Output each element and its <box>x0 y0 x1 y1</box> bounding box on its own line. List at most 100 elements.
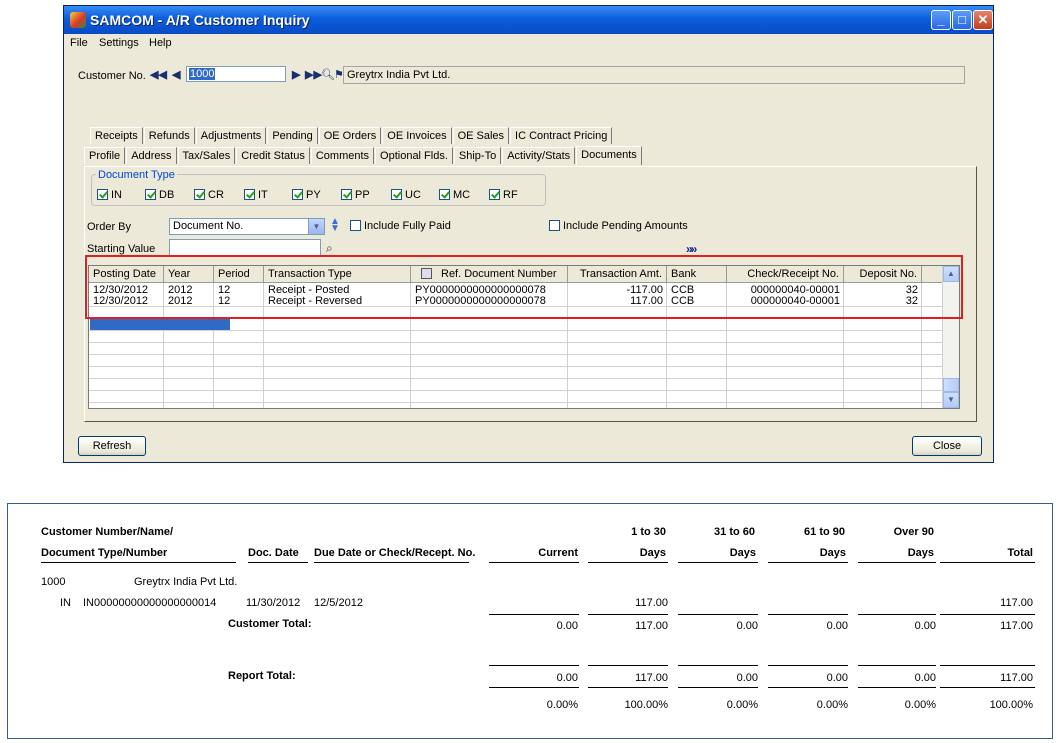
cell-deposit-no[interactable]: 32 <box>905 295 918 307</box>
col-transaction-type[interactable]: Transaction Type <box>264 266 411 283</box>
close-button[interactable]: Close <box>912 436 982 456</box>
tab-oe-invoices[interactable]: OE Invoices <box>382 127 452 144</box>
scroll-up-icon[interactable]: ▲ <box>943 266 959 282</box>
cell-ref-document[interactable]: PY0000000000000000078 <box>415 284 546 296</box>
zoom-icon[interactable]: ⚑ <box>334 69 344 81</box>
cell-bank[interactable]: CCB <box>671 284 695 296</box>
checkbox-pp[interactable]: PP <box>341 188 370 201</box>
tab-adjustments[interactable]: Adjustments <box>195 127 267 144</box>
tab-profile[interactable]: Profile <box>84 147 126 164</box>
col-ref-document-number[interactable]: Ref. Document Number <box>411 266 568 283</box>
cell-check-receipt[interactable]: 000000040-00001 <box>750 284 840 296</box>
title-bar[interactable]: SAMCOM - A/R Customer Inquiry _ □ ✕ <box>64 6 993 34</box>
starting-value-input[interactable] <box>169 239 321 256</box>
header-rule <box>940 562 1035 563</box>
checkbox-py[interactable]: PY <box>292 188 321 201</box>
cell-posting-date[interactable]: 12/30/2012 <box>93 284 149 296</box>
cell-transaction-amt[interactable]: -117.00 <box>626 284 664 296</box>
tab-tax-sales[interactable]: Tax/Sales <box>177 147 236 164</box>
col-period[interactable]: Period <box>214 266 264 283</box>
grid-scrollbar[interactable]: ▲ ▼ <box>942 266 959 408</box>
col-year[interactable]: Year <box>164 266 214 283</box>
tab-refunds[interactable]: Refunds <box>143 127 195 144</box>
tab-optional-fields[interactable]: Optional Flds. <box>375 147 453 164</box>
checkbox-cr[interactable]: CR <box>194 188 224 201</box>
cell-year[interactable]: 2012 <box>168 284 193 296</box>
tab-ic-contract-pricing[interactable]: IC Contract Pricing <box>510 127 613 144</box>
doc-total: 117.00 <box>1000 597 1033 609</box>
col-check-receipt-no[interactable]: Check/Receipt No. <box>727 266 844 283</box>
tab-credit-status[interactable]: Credit Status <box>236 147 310 164</box>
checkbox-rf[interactable]: RF <box>489 188 518 201</box>
tab-oe-sales[interactable]: OE Sales <box>452 127 510 144</box>
search-icon[interactable]: ⌕ <box>326 241 333 255</box>
tab-pending[interactable]: Pending <box>267 127 318 144</box>
col-transaction-amt[interactable]: Transaction Amt. <box>568 266 667 283</box>
doc-bucket-1: 117.00 <box>635 597 668 609</box>
col-bank[interactable]: Bank <box>667 266 727 283</box>
pct-total: 100.00% <box>989 699 1033 711</box>
menu-file[interactable]: File <box>70 37 88 49</box>
grid-settings-icon[interactable] <box>421 268 432 279</box>
maximize-button[interactable]: □ <box>952 10 972 30</box>
tab-address[interactable]: Address <box>126 147 177 164</box>
cell-bank[interactable]: CCB <box>671 295 695 307</box>
checkbox-it[interactable]: IT <box>244 188 268 201</box>
checkbox-mc[interactable]: MC <box>439 188 470 201</box>
hdr-bucket-4: Over 90 <box>893 526 934 538</box>
ct-bucket-4: 0.00 <box>914 620 936 632</box>
cell-transaction-type[interactable]: Receipt - Posted <box>268 284 350 296</box>
checkbox-label: PY <box>306 189 321 201</box>
tab-ship-to[interactable]: Ship-To <box>453 147 502 164</box>
documents-grid[interactable]: Posting Date Year Period Transaction Typ… <box>88 265 960 409</box>
total-rule <box>858 665 936 666</box>
sort-direction-icon[interactable]: ▲ ▼ <box>330 216 340 234</box>
cell-period[interactable]: 12 <box>218 284 231 296</box>
cell-period[interactable]: 12 <box>218 295 231 307</box>
tab-documents[interactable]: Documents <box>576 146 642 165</box>
cell-transaction-type[interactable]: Receipt - Reversed <box>268 295 363 307</box>
tab-activity-stats[interactable]: Activity/Stats <box>502 147 576 164</box>
tab-oe-orders[interactable]: OE Orders <box>318 127 382 144</box>
cell-transaction-amt[interactable]: 117.00 <box>630 295 663 307</box>
minimize-button[interactable]: _ <box>931 10 951 30</box>
fast-forward-icon[interactable]: »» <box>686 242 697 256</box>
previous-record-icon[interactable]: ◀ <box>172 69 181 81</box>
menu-help[interactable]: Help <box>149 37 172 49</box>
include-fully-paid-checkbox[interactable]: Include Fully Paid <box>350 219 451 232</box>
tab-comments[interactable]: Comments <box>310 147 375 164</box>
check-icon <box>341 188 352 200</box>
check-icon <box>145 188 156 200</box>
checkbox-in[interactable]: IN <box>97 188 122 201</box>
checkbox-uc[interactable]: UC <box>391 188 421 201</box>
col-posting-date[interactable]: Posting Date <box>89 266 164 283</box>
cell-year[interactable]: 2012 <box>168 295 193 307</box>
tab-receipts[interactable]: Receipts <box>90 127 143 144</box>
scroll-down-icon[interactable]: ▼ <box>943 392 959 408</box>
grid-line <box>89 366 942 367</box>
next-record-icon[interactable]: ▶ <box>292 69 301 81</box>
order-by-select[interactable]: Document No. ▼ <box>169 218 325 235</box>
cell-posting-date[interactable]: 12/30/2012 <box>93 295 149 307</box>
cell-deposit-no[interactable]: 32 <box>905 284 918 296</box>
finder-icon[interactable]: 🔍︎ <box>321 69 335 81</box>
close-window-button[interactable]: ✕ <box>973 10 993 30</box>
customer-number-input[interactable]: 1000 <box>186 66 286 82</box>
check-icon <box>97 188 108 200</box>
cell-check-receipt[interactable]: 000000040-00001 <box>750 295 840 307</box>
scroll-thumb[interactable] <box>943 378 959 392</box>
include-pending-checkbox[interactable]: Include Pending Amounts <box>549 219 688 232</box>
cell-ref-document[interactable]: PY0000000000000000078 <box>415 295 546 307</box>
selected-cell[interactable] <box>90 318 230 330</box>
document-type-legend: Document Type <box>96 169 177 181</box>
checkbox-db[interactable]: DB <box>145 188 174 201</box>
chevron-down-icon[interactable]: ▼ <box>308 219 324 234</box>
col-deposit-no[interactable]: Deposit No. <box>844 266 922 283</box>
refresh-button[interactable]: Refresh <box>78 436 146 456</box>
grid-line <box>89 306 942 307</box>
menu-settings[interactable]: Settings <box>99 37 139 49</box>
total-rule <box>768 687 848 688</box>
first-record-icon[interactable]: ◀◀ <box>150 69 167 81</box>
last-record-icon[interactable]: ▶▶ <box>305 69 322 81</box>
ct-current: 0.00 <box>556 620 578 632</box>
